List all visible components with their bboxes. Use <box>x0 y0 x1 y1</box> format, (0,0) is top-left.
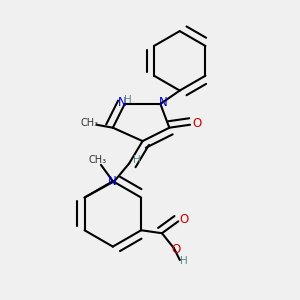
Text: H: H <box>124 95 132 105</box>
Text: N: N <box>117 96 126 109</box>
Text: H: H <box>133 155 140 165</box>
Text: N: N <box>158 96 167 109</box>
Text: CH₃: CH₃ <box>89 155 107 165</box>
Text: O: O <box>179 213 188 226</box>
Text: CH₃: CH₃ <box>80 118 98 128</box>
Text: O: O <box>192 117 201 130</box>
Text: H: H <box>180 256 188 266</box>
Text: N: N <box>108 175 116 188</box>
Text: O: O <box>172 243 181 256</box>
